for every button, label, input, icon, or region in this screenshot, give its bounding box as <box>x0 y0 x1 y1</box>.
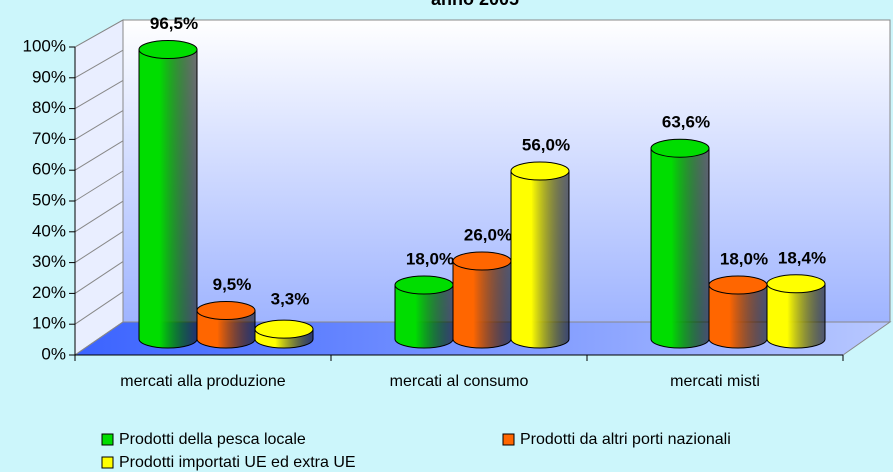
value-label: 96,5% <box>150 14 198 33</box>
bar <box>196 310 256 349</box>
y-tick-label: 70% <box>32 129 66 148</box>
bar-top <box>394 275 454 295</box>
y-tick-label: 50% <box>32 190 66 209</box>
value-label: 18,0% <box>720 249 768 268</box>
value-label: 26,0% <box>464 225 512 244</box>
legend-swatch <box>101 456 114 469</box>
grid-line <box>74 79 124 110</box>
y-tick-label: 40% <box>32 221 66 240</box>
grid-line <box>74 110 124 140</box>
legend-label: Prodotti da altri porti nazionali <box>520 431 731 448</box>
legend-label: Prodotti della pesca locale <box>119 431 306 448</box>
legend-label: Prodotti importati UE ed extra UE <box>119 454 356 471</box>
x-tick-label: mercati al consumo <box>390 373 529 390</box>
bar <box>766 283 826 349</box>
y-tick-label: 90% <box>32 67 66 86</box>
grid-line <box>74 140 124 171</box>
bar <box>510 170 570 349</box>
bar-top <box>196 301 256 320</box>
bar <box>708 284 768 349</box>
legend-swatch <box>101 433 114 446</box>
value-label: 9,5% <box>213 275 252 294</box>
bar-top <box>510 161 570 181</box>
x-tick-label: mercati alla produzione <box>120 373 286 390</box>
bar-top <box>708 275 768 295</box>
y-tick-label: 100% <box>23 36 66 55</box>
bar-top <box>766 274 826 294</box>
bar <box>138 49 198 349</box>
grid-line <box>74 321 124 356</box>
grid-line <box>74 200 124 233</box>
grid-line <box>74 19 124 48</box>
chart-title: anno 2005 <box>431 0 519 9</box>
y-tick-label: 60% <box>32 160 66 179</box>
bar <box>650 147 710 349</box>
grid-line <box>74 230 124 264</box>
bar-top <box>254 319 314 339</box>
value-label: 18,0% <box>406 249 454 268</box>
bar <box>394 284 454 349</box>
value-label: 63,6% <box>662 113 710 132</box>
x-tick-label: mercati misti <box>670 373 760 390</box>
grid-line <box>74 261 124 294</box>
grid-line <box>74 170 124 202</box>
bar-top <box>452 251 512 271</box>
grid-line <box>74 49 124 79</box>
y-tick-label: 30% <box>32 252 66 271</box>
value-label: 3,3% <box>271 289 310 308</box>
legend-swatch <box>502 433 515 446</box>
y-tick-label: 10% <box>32 314 66 333</box>
y-tick-label: 20% <box>32 283 66 302</box>
value-label: 18,4% <box>778 248 826 267</box>
value-label: 56,0% <box>522 135 570 154</box>
grid-line <box>74 291 124 325</box>
side-wall <box>74 19 124 356</box>
bar-top <box>138 40 198 59</box>
y-tick-label: 80% <box>32 98 66 117</box>
y-tick-label: 0% <box>41 344 66 363</box>
bar-top <box>650 138 710 158</box>
bar <box>452 260 512 349</box>
